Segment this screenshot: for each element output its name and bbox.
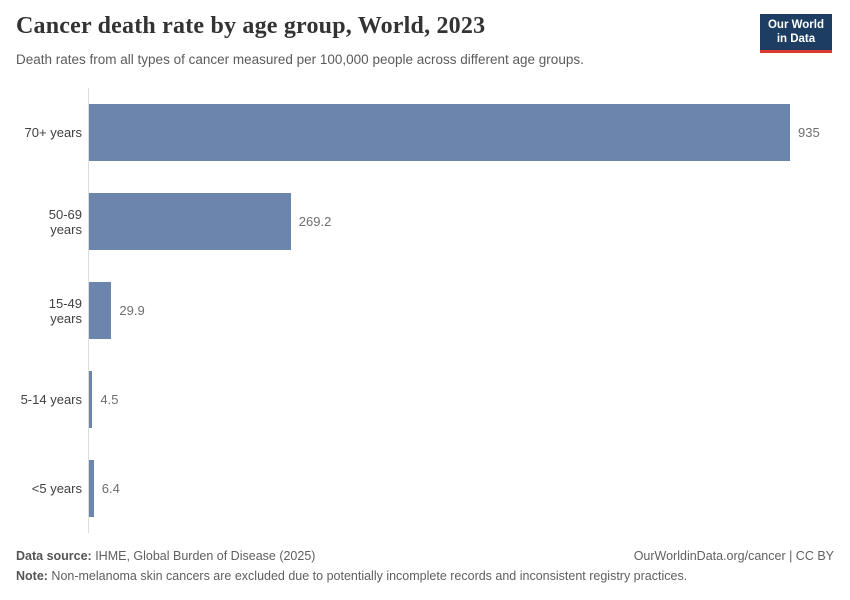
chart-subtitle: Death rates from all types of cancer mea…	[16, 52, 584, 67]
bar-chart: 70+ years 935 50-69 years 269.2 15-49 ye…	[16, 88, 834, 533]
credit-link[interactable]: OurWorldinData.org/cancer | CC BY	[633, 549, 834, 563]
note-value: Non-melanoma skin cancers are excluded d…	[47, 569, 688, 583]
category-label: 15-49 years	[48, 295, 82, 326]
bar-row: 15-49 years 29.9	[16, 266, 834, 355]
bar-row: 70+ years 935	[16, 88, 834, 177]
bar-row: 5-14 years 4.5	[16, 355, 834, 444]
data-source-value: IHME, Global Burden of Disease (2025)	[91, 549, 316, 563]
bar-row: <5 years 6.4	[16, 444, 834, 533]
value-label: 4.5	[100, 392, 119, 407]
bar	[89, 104, 790, 161]
y-axis-line	[88, 88, 89, 533]
value-label: 6.4	[101, 481, 120, 496]
category-label: 50-69 years	[48, 206, 82, 237]
owid-logo-line2: in Data	[776, 32, 816, 45]
category-label: <5 years	[31, 481, 82, 496]
bar	[89, 282, 112, 339]
value-label: 269.2	[298, 214, 332, 229]
data-source-line: Data source: IHME, Global Burden of Dise…	[16, 546, 315, 566]
bar	[89, 460, 94, 517]
bar	[89, 193, 291, 250]
bar	[89, 371, 93, 428]
owid-logo[interactable]: Our World in Data	[759, 14, 832, 53]
value-label: 29.9	[119, 303, 145, 318]
chart-footer: Data source: IHME, Global Burden of Dise…	[16, 546, 834, 586]
value-label: 935	[798, 125, 820, 140]
owid-logo-line1: Our World	[767, 19, 824, 31]
bar-row: 50-69 years 269.2	[16, 177, 834, 266]
note-label: Note:	[16, 569, 48, 583]
data-source-label: Data source:	[16, 549, 92, 563]
chart-title: Cancer death rate by age group, World, 2…	[16, 13, 486, 39]
category-label: 70+ years	[24, 125, 82, 140]
category-label: 5-14 years	[20, 392, 82, 407]
